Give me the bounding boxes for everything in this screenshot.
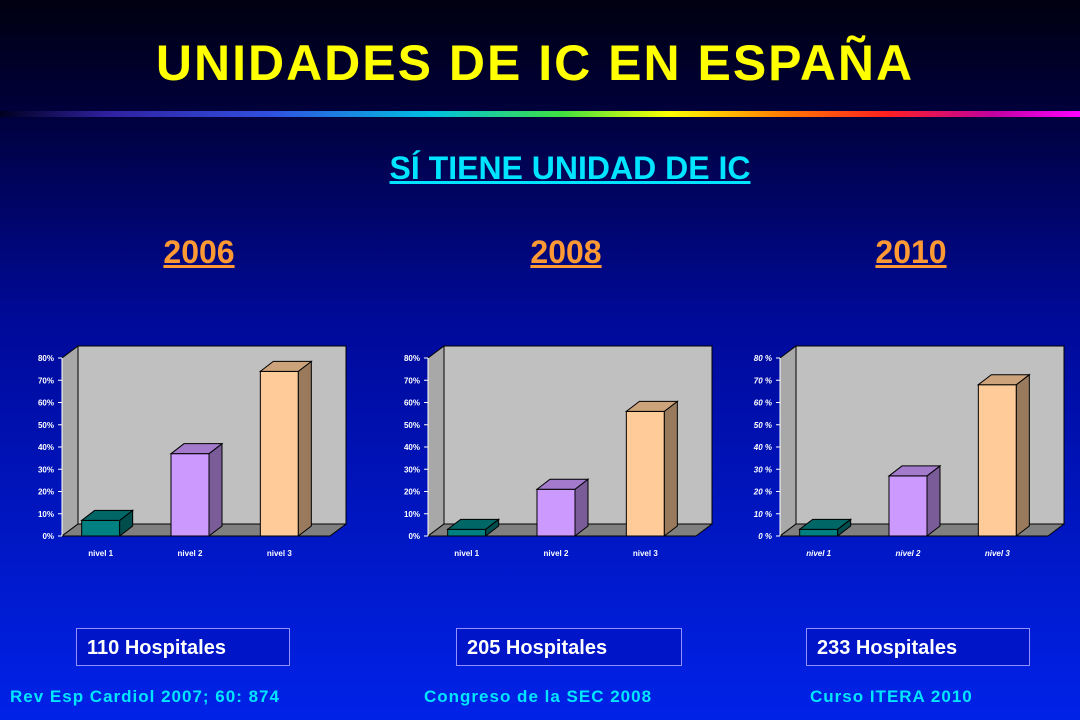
- bar-nivel-2: [535, 478, 590, 538]
- bar-top: [798, 518, 853, 530]
- y-tick-label: 0 %: [758, 532, 772, 541]
- source-2010: Curso ITERA 2010: [810, 687, 973, 706]
- bar-side: [1015, 373, 1030, 538]
- y-tick-label: 50%: [38, 421, 54, 430]
- y-tick-label: 80%: [38, 354, 54, 363]
- bar-top: [624, 400, 679, 412]
- y-tick-label: 70 %: [754, 376, 772, 385]
- y-tick-label: 60%: [404, 399, 420, 408]
- y-tick-label: 0%: [408, 532, 420, 541]
- bar-front: [259, 370, 299, 537]
- bar-front: [625, 410, 665, 537]
- slide-title: UNIDADES DE IC EN ESPAÑA: [155, 35, 915, 91]
- bar-nivel-2: [169, 442, 224, 538]
- source-2006: Rev Esp Cardiol 2007; 60: 874: [10, 687, 280, 706]
- y-tick-label: 10 %: [754, 510, 772, 519]
- bar-top: [976, 374, 1031, 386]
- y-tick-label: 20%: [38, 488, 54, 497]
- chart-side-wall: [61, 345, 79, 537]
- y-tick-label: 20%: [404, 488, 420, 497]
- chart-2006: 0% 10% 20% 30% 40% 50% 60% 70% 80% nivel 1 nivel 2…: [38, 345, 348, 558]
- bar-nivel-3: [976, 373, 1031, 538]
- y-tick-label: 30%: [38, 465, 54, 474]
- bar-top: [535, 478, 590, 490]
- bar-nivel-3: [624, 400, 679, 538]
- bar-front: [977, 384, 1017, 537]
- y-tick-label: 30%: [404, 465, 420, 474]
- slide-subtitle: SÍ TIENE UNIDAD DE IC: [389, 150, 751, 186]
- bar-side: [663, 400, 678, 538]
- y-tick-label: 70%: [404, 376, 420, 385]
- bar-nivel-3: [258, 360, 313, 538]
- hospitals-count-2010: 233 Hospitales: [806, 628, 1030, 666]
- x-tick-label: nivel 1: [454, 549, 479, 558]
- x-tick-label: nivel 2: [896, 549, 921, 558]
- y-tick-label: 60%: [38, 399, 54, 408]
- y-tick-label: 60 %: [754, 399, 772, 408]
- chart-2008: 0% 10% 20% 30% 40% 50% 60% 70% 80% nivel 1 nivel 2…: [404, 345, 714, 558]
- y-tick-label: 50 %: [754, 421, 772, 430]
- hospitals-count-2006: 110 Hospitales: [76, 628, 290, 666]
- x-tick-label: nivel 3: [633, 549, 658, 558]
- y-tick-label: 0%: [42, 532, 54, 541]
- bar-side: [208, 442, 223, 538]
- bar-front: [888, 475, 928, 537]
- y-tick-label: 10%: [404, 510, 420, 519]
- y-tick-label: 80 %: [754, 354, 772, 363]
- bar-nivel-2: [887, 464, 942, 538]
- y-tick-label: 10%: [38, 510, 54, 519]
- y-tick-label: 20 %: [753, 488, 772, 497]
- chart-2010: 0 % 10 % 20 % 30 % 40 % 50 % 60 % 70 % 80 % nivel…: [753, 345, 1066, 558]
- bar-front: [81, 519, 121, 537]
- bar-top: [887, 465, 942, 477]
- y-tick-label: 80%: [404, 354, 420, 363]
- rainbow-divider: [0, 111, 1080, 117]
- hospitals-count-2008: 205 Hospitales: [456, 628, 682, 666]
- bar-front: [536, 488, 576, 537]
- x-tick-label: nivel 1: [88, 549, 113, 558]
- bar-front: [447, 528, 487, 537]
- bar-side: [926, 464, 941, 538]
- year-label-2008: 2008: [530, 234, 602, 270]
- year-label-2010: 2010: [875, 234, 947, 270]
- bar-front: [799, 528, 839, 537]
- year-label-2006: 2006: [163, 234, 235, 270]
- y-tick-label: 40 %: [753, 443, 772, 452]
- bar-top: [169, 443, 224, 455]
- bar-nivel-1: [80, 509, 135, 538]
- y-tick-label: 70%: [38, 376, 54, 385]
- source-2008: Congreso de la SEC 2008: [424, 687, 653, 706]
- x-tick-label: nivel 2: [178, 549, 203, 558]
- x-tick-label: nivel 3: [267, 549, 292, 558]
- y-tick-label: 50%: [404, 421, 420, 430]
- bar-side: [297, 360, 312, 538]
- y-tick-label: 40%: [404, 443, 420, 452]
- chart-side-wall: [427, 345, 445, 537]
- bar-front: [170, 453, 210, 537]
- x-tick-label: nivel 3: [985, 549, 1010, 558]
- x-tick-label: nivel 2: [544, 549, 569, 558]
- bar-nivel-1: [798, 518, 853, 538]
- y-tick-label: 30 %: [754, 465, 772, 474]
- bar-top: [258, 360, 313, 372]
- bar-top: [446, 518, 501, 530]
- bar-nivel-1: [446, 518, 501, 538]
- y-tick-label: 40%: [38, 443, 54, 452]
- x-tick-label: nivel 1: [806, 549, 831, 558]
- bar-top: [80, 509, 135, 521]
- chart-side-wall: [779, 345, 797, 537]
